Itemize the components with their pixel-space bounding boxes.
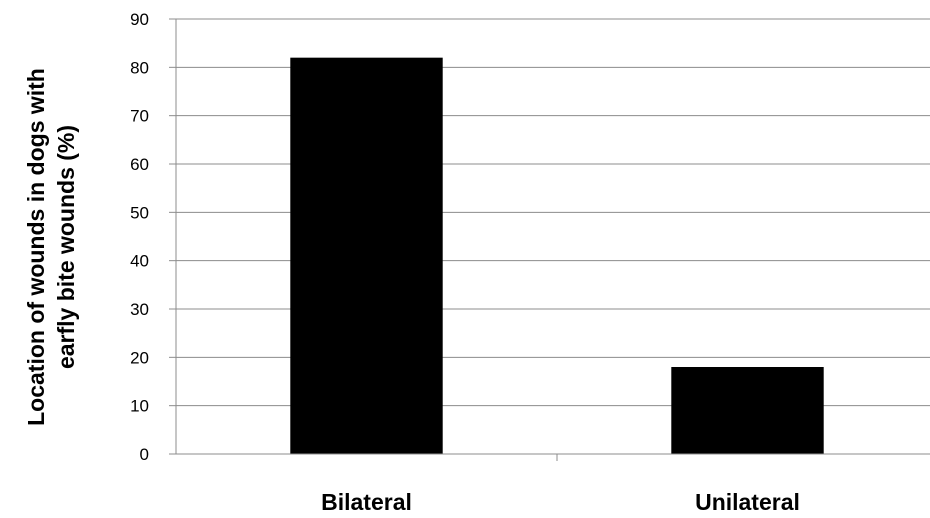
y-tick-label: 60 [130, 155, 149, 174]
y-tick-label: 50 [130, 203, 149, 222]
y-tick-label: 30 [130, 300, 149, 319]
x-tick-label: Unilateral [695, 489, 800, 515]
y-axis-title-line-1: Location of wounds in dogs with [23, 68, 49, 426]
y-tick-label: 80 [130, 58, 149, 77]
bars [290, 57, 824, 455]
y-tick-label: 0 [140, 445, 149, 464]
y-tick-labels: 0 10 20 30 40 50 60 70 80 90 [130, 10, 149, 464]
y-tick-label: 90 [130, 10, 149, 29]
bar-bilateral [290, 57, 443, 455]
y-axis-title: Location of wounds in dogs with earfly b… [23, 68, 79, 426]
y-tick-label: 20 [130, 348, 149, 367]
y-axis-title-line-2: earfly bite wounds (%) [53, 125, 79, 369]
y-tick-label: 70 [130, 107, 149, 126]
y-tick-label: 10 [130, 397, 149, 416]
x-tick-labels: Bilateral Unilateral [321, 454, 800, 515]
bar-unilateral [671, 367, 824, 454]
y-tick-label: 40 [130, 252, 149, 271]
x-tick-label: Bilateral [321, 489, 412, 515]
